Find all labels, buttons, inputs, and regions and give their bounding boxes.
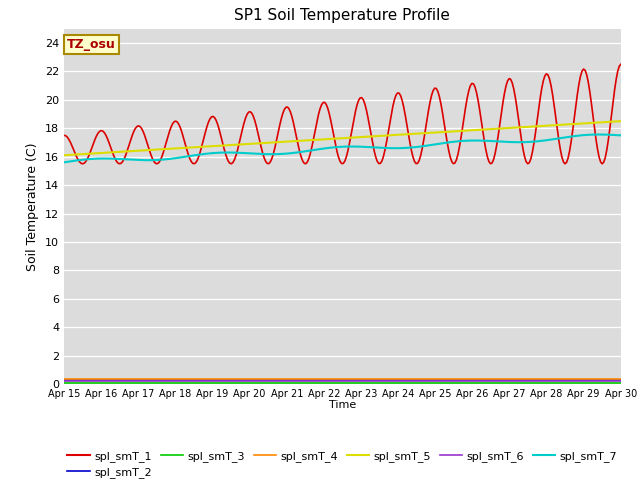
Legend: spl_smT_1, spl_smT_2, spl_smT_3, spl_smT_4, spl_smT_5, spl_smT_6, spl_smT_7: spl_smT_1, spl_smT_2, spl_smT_3, spl_smT… bbox=[63, 446, 621, 480]
Text: TZ_osu: TZ_osu bbox=[67, 37, 116, 51]
spl_smT_4 bbox=[60, 376, 68, 382]
spl_smT_6 bbox=[244, 378, 252, 384]
spl_smT_3 bbox=[617, 381, 625, 386]
spl_smT_3 bbox=[244, 381, 252, 386]
spl_smT_6 bbox=[254, 378, 262, 384]
spl_smT_6 bbox=[226, 378, 234, 384]
Line: spl_smT_1: spl_smT_1 bbox=[64, 64, 621, 164]
spl_smT_7 bbox=[244, 150, 252, 156]
spl_smT_4 bbox=[254, 376, 262, 382]
spl_smT_1 bbox=[60, 132, 68, 138]
spl_smT_7 bbox=[617, 132, 625, 138]
spl_smT_6 bbox=[303, 378, 311, 384]
spl_smT_1 bbox=[130, 129, 138, 134]
spl_smT_4 bbox=[244, 376, 252, 382]
spl_smT_1 bbox=[588, 100, 595, 106]
spl_smT_7 bbox=[586, 132, 594, 138]
spl_smT_2 bbox=[254, 377, 262, 383]
Line: spl_smT_7: spl_smT_7 bbox=[64, 134, 621, 162]
spl_smT_2 bbox=[586, 377, 594, 383]
spl_smT_4 bbox=[586, 376, 594, 382]
spl_smT_2 bbox=[129, 377, 136, 383]
spl_smT_1 bbox=[617, 61, 625, 67]
spl_smT_6 bbox=[129, 378, 136, 384]
spl_smT_5 bbox=[303, 137, 311, 143]
spl_smT_1 bbox=[246, 109, 254, 115]
spl_smT_6 bbox=[60, 378, 68, 384]
spl_smT_5 bbox=[226, 142, 234, 148]
spl_smT_1 bbox=[79, 161, 86, 167]
spl_smT_3 bbox=[226, 381, 234, 386]
Title: SP1 Soil Temperature Profile: SP1 Soil Temperature Profile bbox=[234, 9, 451, 24]
spl_smT_7 bbox=[129, 157, 136, 163]
spl_smT_3 bbox=[586, 381, 594, 386]
spl_smT_2 bbox=[617, 377, 625, 383]
spl_smT_6 bbox=[586, 378, 594, 384]
spl_smT_5 bbox=[617, 118, 625, 124]
spl_smT_4 bbox=[303, 376, 311, 382]
spl_smT_2 bbox=[244, 377, 252, 383]
Line: spl_smT_5: spl_smT_5 bbox=[64, 121, 621, 155]
spl_smT_2 bbox=[303, 377, 311, 383]
spl_smT_5 bbox=[60, 152, 68, 158]
spl_smT_5 bbox=[129, 148, 136, 154]
Y-axis label: Soil Temperature (C): Soil Temperature (C) bbox=[26, 142, 39, 271]
spl_smT_2 bbox=[226, 377, 234, 383]
spl_smT_7 bbox=[303, 148, 311, 154]
spl_smT_4 bbox=[226, 376, 234, 382]
spl_smT_6 bbox=[617, 378, 625, 384]
spl_smT_7 bbox=[254, 151, 262, 156]
spl_smT_2 bbox=[60, 377, 68, 383]
spl_smT_5 bbox=[254, 141, 262, 146]
spl_smT_7 bbox=[595, 132, 603, 137]
spl_smT_3 bbox=[129, 381, 136, 386]
spl_smT_1 bbox=[228, 161, 236, 167]
spl_smT_1 bbox=[255, 137, 263, 143]
spl_smT_7 bbox=[226, 150, 234, 156]
spl_smT_4 bbox=[129, 376, 136, 382]
spl_smT_1 bbox=[305, 155, 313, 161]
spl_smT_4 bbox=[617, 376, 625, 382]
spl_smT_3 bbox=[303, 381, 311, 386]
spl_smT_5 bbox=[244, 141, 252, 147]
spl_smT_3 bbox=[254, 381, 262, 386]
spl_smT_7 bbox=[60, 159, 68, 165]
spl_smT_5 bbox=[586, 120, 594, 126]
X-axis label: Time: Time bbox=[329, 400, 356, 410]
spl_smT_3 bbox=[60, 381, 68, 386]
